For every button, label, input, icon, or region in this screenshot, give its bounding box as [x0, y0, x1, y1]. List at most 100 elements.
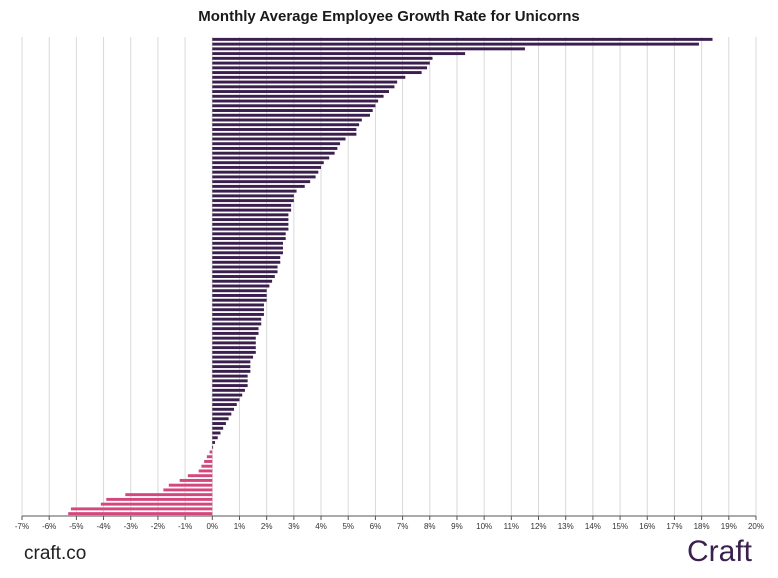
bar [212, 379, 248, 383]
bar [212, 47, 525, 51]
bar [212, 165, 322, 169]
bars [68, 37, 713, 516]
bar [212, 246, 283, 250]
bar [212, 412, 232, 416]
bar [212, 265, 278, 269]
bar [212, 118, 362, 122]
bar [168, 483, 213, 487]
x-tick-label: 10% [476, 522, 492, 531]
bar [212, 113, 370, 117]
bar [212, 256, 281, 259]
bar [212, 441, 216, 444]
bar [212, 109, 373, 112]
bar [212, 384, 248, 388]
chart-title: Monthly Average Employee Growth Rate for… [198, 8, 580, 25]
bar [212, 227, 289, 231]
bar [100, 502, 213, 506]
bar [212, 52, 466, 56]
bar [212, 123, 360, 127]
x-tick-label: 14% [585, 522, 601, 531]
bar [212, 208, 292, 212]
bar [212, 90, 389, 94]
bar [212, 298, 267, 302]
bar [212, 80, 398, 84]
x-tick-label: 20% [748, 522, 764, 531]
x-tick-label: -2% [151, 522, 165, 531]
bar [70, 507, 213, 511]
bar [206, 455, 213, 459]
bar [212, 61, 430, 65]
bar [212, 199, 294, 203]
x-tick-label: 3% [288, 522, 300, 531]
bar [212, 270, 278, 274]
bar [212, 284, 270, 288]
craft-co-link[interactable]: craft.co [24, 543, 87, 564]
bar [212, 104, 376, 108]
x-tick-label: -3% [124, 522, 138, 531]
bar [212, 175, 316, 179]
bar [212, 312, 264, 316]
bar [212, 279, 273, 283]
bar [212, 360, 251, 364]
bar [212, 184, 305, 188]
x-tick-label: 13% [558, 522, 574, 531]
bar [212, 75, 406, 79]
bar [106, 497, 213, 501]
bar [212, 241, 283, 245]
bar [212, 369, 251, 373]
x-tick-label: 12% [531, 522, 547, 531]
bar [212, 251, 283, 255]
x-tick-label: -7% [15, 522, 29, 531]
grid-lines [21, 37, 757, 516]
bar [212, 94, 384, 98]
bar [212, 346, 256, 350]
x-tick-label: 8% [424, 522, 436, 531]
bar [212, 294, 267, 297]
bar [212, 170, 319, 174]
bar [212, 156, 330, 160]
bar [212, 289, 267, 293]
x-tick-label: -6% [42, 522, 56, 531]
bar [212, 322, 262, 326]
bar [212, 350, 256, 354]
x-tick-label: 1% [234, 522, 246, 531]
x-tick-label: 6% [370, 522, 382, 531]
bar [212, 407, 235, 411]
bar [212, 213, 289, 217]
bar [212, 222, 289, 226]
bar [212, 71, 422, 75]
bar [163, 488, 213, 492]
bar [212, 341, 256, 345]
x-tick-label: 16% [639, 522, 655, 531]
bar [212, 151, 335, 155]
x-tick-label: 9% [451, 522, 463, 531]
bar [212, 260, 281, 264]
bar [212, 403, 237, 407]
bar [212, 56, 433, 60]
x-tick-label: 19% [721, 522, 737, 531]
x-tick-label: 2% [261, 522, 273, 531]
bar [212, 355, 254, 359]
bar [212, 128, 357, 131]
bar [212, 142, 341, 146]
x-tick-label: -5% [69, 522, 83, 531]
x-tick-label: 18% [694, 522, 710, 531]
bar [212, 393, 243, 397]
bar [212, 275, 275, 278]
bar [212, 422, 226, 425]
bar [212, 189, 297, 193]
bar [212, 85, 395, 89]
bar [212, 436, 218, 440]
x-tick-label: 5% [342, 522, 354, 531]
x-tick-label: -1% [178, 522, 192, 531]
bar [212, 374, 248, 378]
bar [212, 194, 294, 198]
x-tick-label: -4% [96, 522, 110, 531]
bar [212, 99, 379, 103]
x-tick-label: 4% [315, 522, 327, 531]
bar [68, 512, 213, 516]
bar [212, 388, 245, 392]
bar [212, 417, 229, 421]
bar [204, 459, 213, 463]
